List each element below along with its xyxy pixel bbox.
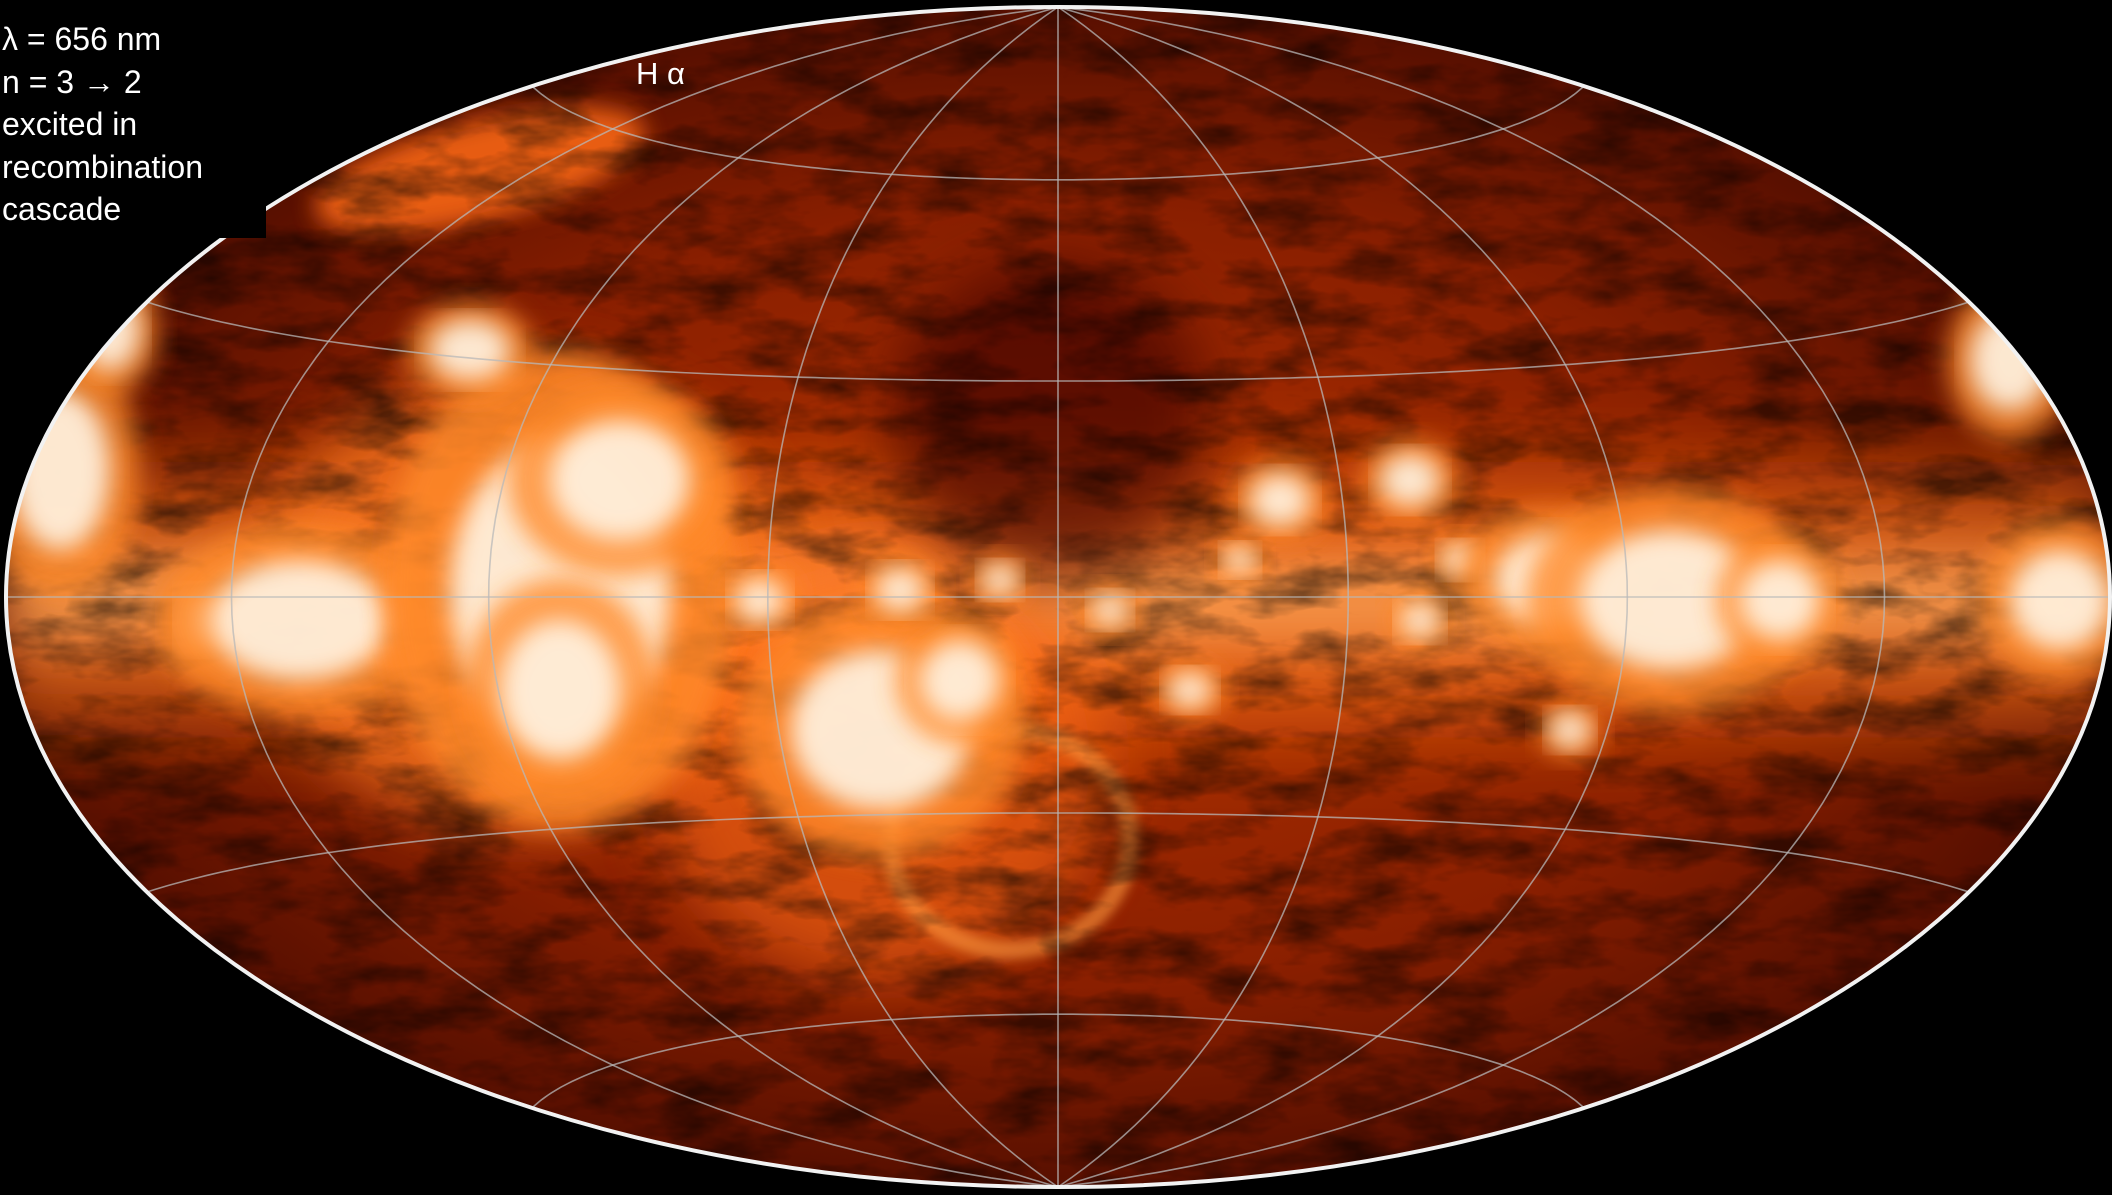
transition-caption: λ = 656 nm n = 3 → 2 excited in recombin… [0,8,266,238]
graticule-meridian [1057,6,1886,1188]
graticule-meridian [766,6,1059,1188]
wavelength-text: λ = 656 nm [2,21,162,57]
emission-region-core [1092,594,1128,626]
emission-region-core [1224,546,1256,574]
emission-region-core [1168,672,1212,708]
emission-region-core [210,560,390,680]
emission-region-core [920,640,1000,720]
emission-region-core [1550,712,1590,748]
emission-region-core [982,564,1018,596]
emission-region-core [1740,560,1820,640]
coordinate-graticule [6,6,2110,1188]
excitation-text-3: cascade [2,191,122,227]
emission-region-core [430,320,510,380]
graticule-meridian [230,6,1059,1188]
map-outline [4,5,2112,1189]
h-alpha-label: H α [636,56,685,91]
emission-region-core [1250,474,1310,526]
graticule-meridian [1057,6,1629,1188]
emission-region-core [500,620,620,760]
emission-region-core [2010,550,2110,650]
graticule-meridian [487,6,1059,1188]
excitation-text-2: recombination [2,148,203,185]
emission-region-core [1380,454,1440,506]
emission-region-core [875,568,925,612]
graticule-meridian [1057,6,1350,1188]
emission-region-core [735,578,785,622]
emission-region-core [1400,602,1440,638]
excitation-text-1: excited in [2,106,138,142]
emission-region-core [550,420,690,540]
transition-text: n = 3 → 2 [2,63,142,100]
